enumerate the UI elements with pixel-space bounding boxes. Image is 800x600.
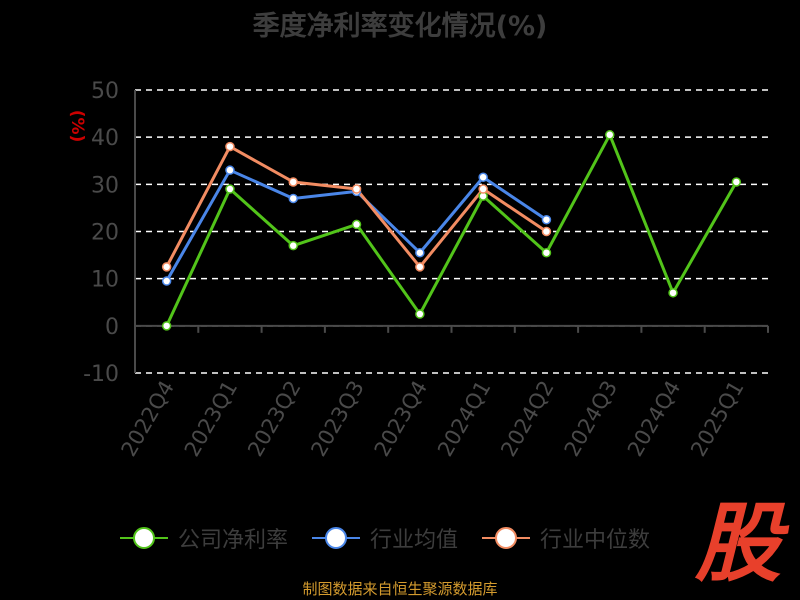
- data-point-1: [541, 214, 552, 225]
- y-tick-label: 10: [91, 268, 119, 293]
- chart-title: 季度净利率变化情况(%): [252, 11, 548, 42]
- x-tick-label: 2024Q2: [496, 377, 558, 461]
- legend-item-industry-median[interactable]: 行业中位数: [480, 522, 650, 554]
- data-point-0: [288, 240, 298, 251]
- x-tick-label: 2024Q3: [560, 377, 622, 461]
- y-axis-label: (%): [67, 110, 87, 143]
- data-point-1: [288, 193, 298, 204]
- legend-swatch-company: [120, 527, 168, 549]
- data-point-0: [605, 130, 615, 140]
- data-point-2: [288, 177, 298, 187]
- x-tick-label: 2023Q4: [370, 377, 432, 461]
- data-point-2: [351, 184, 362, 194]
- data-point-2: [161, 262, 172, 272]
- data-point-2: [478, 184, 488, 194]
- data-point-0: [161, 321, 172, 331]
- data-point-0: [415, 309, 425, 319]
- legend-label-industry-median: 行业中位数: [540, 528, 651, 553]
- data-source-note: 制图数据来自恒生聚源数据库: [302, 580, 498, 598]
- data-point-1: [478, 172, 488, 183]
- y-tick-label: 20: [91, 221, 119, 246]
- data-point-2: [225, 141, 235, 152]
- data-point-1: [415, 247, 425, 258]
- data-point-0: [668, 288, 678, 298]
- x-tick-label: 2022Q4: [117, 377, 179, 461]
- data-point-0: [541, 247, 552, 258]
- series-line-0: [165, 133, 738, 327]
- brand-logo: 股: [695, 494, 781, 594]
- data-point-0: [225, 184, 235, 194]
- x-tick-label: 2025Q1: [686, 377, 748, 461]
- series-line-2: [165, 145, 548, 269]
- y-tick-label: 40: [91, 126, 119, 151]
- x-tick-label: 2023Q2: [243, 377, 305, 461]
- x-tick-label: 2023Q3: [306, 377, 368, 461]
- data-point-0: [351, 219, 362, 230]
- data-point-0: [731, 177, 742, 187]
- legend-item-company[interactable]: 公司净利率: [118, 522, 288, 554]
- data-point-1: [161, 276, 172, 286]
- data-point-2: [541, 226, 552, 237]
- x-tick-label: 2023Q1: [180, 377, 242, 461]
- y-tick-label: -10: [83, 362, 119, 387]
- y-tick-label: 30: [91, 173, 119, 198]
- legend-swatch-industry-mean: [312, 527, 361, 549]
- data-point-2: [415, 262, 425, 272]
- legend-swatch-industry-median: [482, 527, 531, 549]
- legend-item-industry-mean[interactable]: 行业均值: [310, 522, 458, 554]
- y-tick-label: 50: [91, 79, 119, 104]
- data-point-1: [225, 165, 235, 175]
- legend-label-company: 公司净利率: [178, 528, 289, 553]
- x-tick-label: 2024Q1: [433, 377, 495, 461]
- legend: 公司净利率 行业均值 行业中位数: [118, 520, 672, 556]
- x-tick-label: 2024Q4: [623, 377, 685, 461]
- legend-label-industry-mean: 行业均值: [370, 528, 459, 553]
- y-tick-label: 0: [105, 315, 119, 340]
